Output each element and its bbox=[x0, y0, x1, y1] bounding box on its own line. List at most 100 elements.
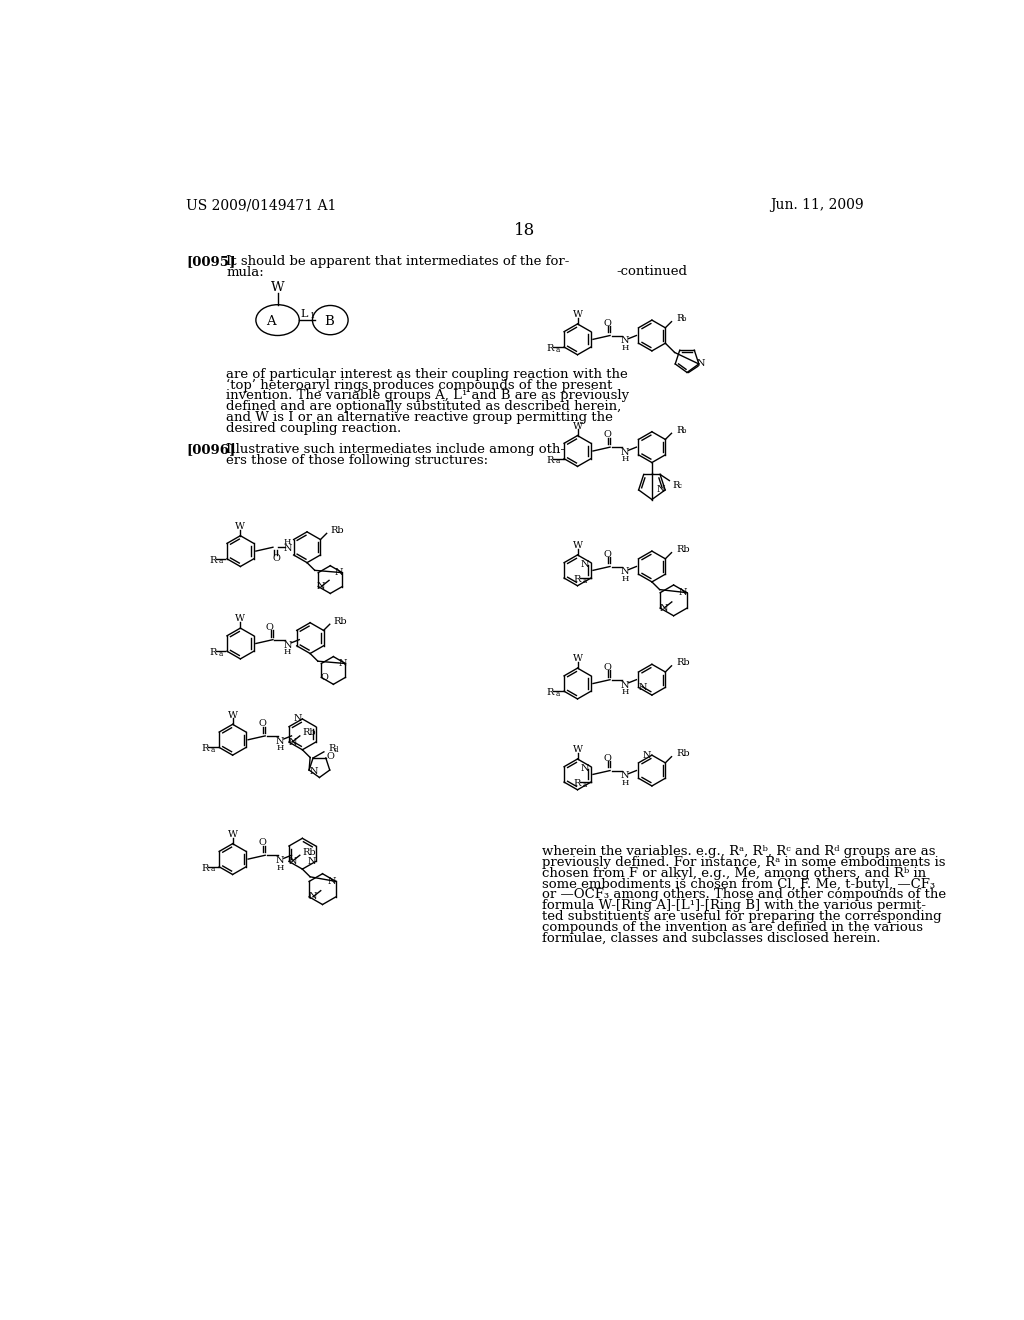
Text: N: N bbox=[697, 359, 706, 368]
Text: O: O bbox=[321, 673, 329, 682]
Text: O: O bbox=[272, 553, 280, 562]
Text: N: N bbox=[275, 737, 284, 746]
Text: [0095]: [0095] bbox=[186, 255, 236, 268]
Text: N: N bbox=[643, 751, 651, 759]
Text: N: N bbox=[621, 568, 629, 577]
Text: a: a bbox=[583, 577, 587, 585]
Text: H: H bbox=[284, 648, 292, 656]
Text: N: N bbox=[307, 857, 316, 866]
Text: are of particular interest as their coupling reaction with the: are of particular interest as their coup… bbox=[226, 368, 628, 381]
Text: 1: 1 bbox=[310, 313, 315, 321]
Text: O: O bbox=[258, 719, 266, 729]
Text: W: W bbox=[236, 521, 246, 531]
Text: Rb: Rb bbox=[334, 616, 347, 626]
Text: R: R bbox=[573, 779, 581, 788]
Text: N: N bbox=[621, 771, 629, 780]
Text: W: W bbox=[572, 746, 583, 754]
Text: R: R bbox=[676, 426, 684, 434]
Text: H: H bbox=[622, 574, 629, 583]
Text: b: b bbox=[682, 428, 686, 436]
Text: R: R bbox=[547, 345, 554, 352]
Text: a: a bbox=[211, 866, 215, 874]
Text: N: N bbox=[289, 857, 297, 866]
Text: Rb: Rb bbox=[676, 545, 690, 554]
Text: A: A bbox=[266, 315, 276, 329]
Text: previously defined. For instance, Rᵃ in some embodiments is: previously defined. For instance, Rᵃ in … bbox=[542, 857, 945, 869]
Text: N: N bbox=[659, 603, 669, 612]
Text: R: R bbox=[676, 314, 684, 323]
Text: Rb: Rb bbox=[676, 659, 690, 667]
Text: W: W bbox=[270, 281, 285, 294]
Text: d: d bbox=[334, 746, 339, 754]
Text: O: O bbox=[603, 663, 611, 672]
Text: a: a bbox=[556, 457, 560, 465]
Text: a: a bbox=[556, 346, 560, 354]
Text: Rb: Rb bbox=[303, 729, 316, 738]
Text: B: B bbox=[324, 315, 334, 329]
Text: W: W bbox=[572, 422, 583, 430]
Text: N: N bbox=[335, 568, 343, 577]
Text: N: N bbox=[639, 682, 647, 692]
Text: H: H bbox=[276, 744, 284, 752]
Text: N: N bbox=[309, 767, 318, 776]
Text: US 2009/0149471 A1: US 2009/0149471 A1 bbox=[186, 198, 337, 213]
Text: N: N bbox=[275, 857, 284, 865]
Text: a: a bbox=[218, 557, 222, 565]
Text: ted substituents are useful for preparing the corresponding: ted substituents are useful for preparin… bbox=[542, 909, 941, 923]
Text: R: R bbox=[202, 863, 209, 873]
Text: O: O bbox=[603, 754, 611, 763]
Text: O: O bbox=[258, 838, 266, 847]
Text: Illustrative such intermediates include among oth-: Illustrative such intermediates include … bbox=[226, 444, 565, 457]
Text: O: O bbox=[327, 752, 335, 760]
Text: N: N bbox=[294, 714, 302, 723]
Text: N: N bbox=[284, 640, 292, 649]
Text: R: R bbox=[547, 455, 554, 465]
Text: a: a bbox=[583, 780, 587, 788]
Text: It should be apparent that intermediates of the for-: It should be apparent that intermediates… bbox=[226, 255, 569, 268]
Text: Rb: Rb bbox=[331, 525, 344, 535]
Text: N: N bbox=[284, 544, 292, 553]
Text: N: N bbox=[657, 486, 666, 495]
Text: R: R bbox=[573, 576, 581, 583]
Text: b: b bbox=[682, 315, 686, 323]
Text: W: W bbox=[572, 310, 583, 319]
Text: mula:: mula: bbox=[226, 267, 264, 280]
Text: Rb: Rb bbox=[676, 750, 690, 758]
Text: N: N bbox=[621, 337, 629, 346]
Text: invention. The variable groups A, L¹ and B are as previously: invention. The variable groups A, L¹ and… bbox=[226, 389, 630, 403]
Text: O: O bbox=[603, 430, 611, 440]
Text: N: N bbox=[328, 876, 336, 886]
Text: -continued: -continued bbox=[616, 264, 687, 277]
Text: defined and are optionally substituted as described herein,: defined and are optionally substituted a… bbox=[226, 400, 622, 413]
Text: N: N bbox=[289, 738, 297, 747]
Text: c: c bbox=[678, 482, 682, 490]
Text: N: N bbox=[338, 659, 346, 668]
Text: N: N bbox=[308, 892, 317, 902]
Text: R: R bbox=[547, 688, 554, 697]
Text: H: H bbox=[622, 455, 629, 463]
Text: N: N bbox=[679, 589, 687, 597]
Text: N: N bbox=[317, 582, 326, 591]
Text: W: W bbox=[227, 830, 238, 840]
Text: desired coupling reaction.: desired coupling reaction. bbox=[226, 422, 401, 434]
Text: compounds of the invention as are defined in the various: compounds of the invention as are define… bbox=[542, 921, 923, 933]
Text: W: W bbox=[572, 655, 583, 664]
Text: N: N bbox=[581, 560, 589, 569]
Text: a: a bbox=[556, 689, 560, 698]
Text: H: H bbox=[276, 863, 284, 871]
Text: O: O bbox=[603, 549, 611, 558]
Text: N: N bbox=[621, 681, 629, 689]
Text: a: a bbox=[211, 746, 215, 754]
Text: R: R bbox=[329, 744, 336, 754]
Text: W: W bbox=[572, 541, 583, 550]
Text: formula W-[Ring A]-[L¹]-[Ring B] with the various permit-: formula W-[Ring A]-[L¹]-[Ring B] with th… bbox=[542, 899, 926, 912]
Text: H: H bbox=[284, 537, 292, 546]
Text: R: R bbox=[673, 480, 680, 490]
Text: a: a bbox=[218, 649, 222, 657]
Text: O: O bbox=[266, 623, 273, 632]
Text: L: L bbox=[300, 309, 307, 319]
Text: W: W bbox=[236, 614, 246, 623]
Text: H: H bbox=[622, 688, 629, 696]
Text: H: H bbox=[622, 343, 629, 352]
Text: W: W bbox=[227, 710, 238, 719]
